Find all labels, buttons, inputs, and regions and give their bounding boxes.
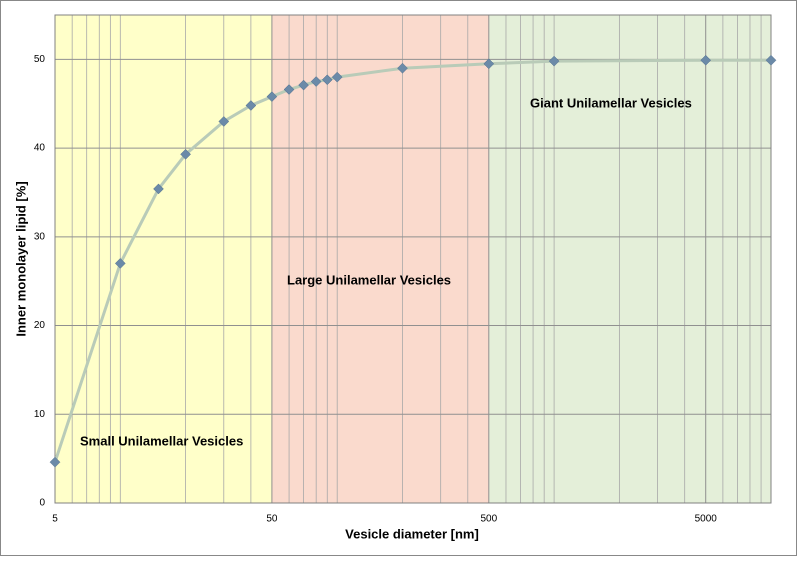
data-point: [321, 74, 333, 86]
data-point: [218, 116, 230, 127]
region: [55, 15, 272, 503]
y-tick-label: 10: [34, 409, 46, 420]
y-tick-label: 0: [39, 498, 45, 509]
x-tick-label: 500: [480, 514, 497, 525]
data-point: [153, 183, 164, 195]
y-axis-title: Inner monolayer lipid [%]: [13, 181, 28, 336]
data-point: [266, 91, 278, 102]
data-point: [245, 100, 257, 111]
plot-border: [54, 14, 772, 504]
x-tick-label: 5000: [695, 514, 718, 525]
data-point: [483, 58, 495, 70]
x-tick-label: 50: [266, 514, 278, 525]
data-point: [765, 54, 777, 66]
region: [271, 15, 489, 503]
y-tick-label: 40: [34, 143, 46, 154]
data-point: [397, 62, 408, 74]
y-tick-label: 50: [34, 54, 46, 65]
data-point: [310, 76, 322, 87]
region-label: Large Unilamellar Vesicles: [287, 272, 451, 287]
x-tick-label: 5: [52, 514, 58, 525]
data-point: [700, 54, 712, 66]
y-tick-label: 20: [34, 320, 46, 331]
y-tick-label: 30: [34, 231, 46, 242]
data-point: [49, 456, 61, 468]
data-point: [114, 258, 126, 269]
data-point: [283, 84, 295, 95]
region-label: Giant Unilamellar Vesicles: [530, 95, 692, 110]
region: [488, 15, 771, 503]
data-point: [180, 148, 191, 160]
x-axis-title: Vesicle diameter [nm]: [345, 526, 479, 541]
data-point: [331, 71, 343, 83]
region-label: Small Unilamellar Vesicles: [80, 433, 243, 448]
data-point: [548, 55, 560, 67]
data-point: [298, 79, 309, 91]
